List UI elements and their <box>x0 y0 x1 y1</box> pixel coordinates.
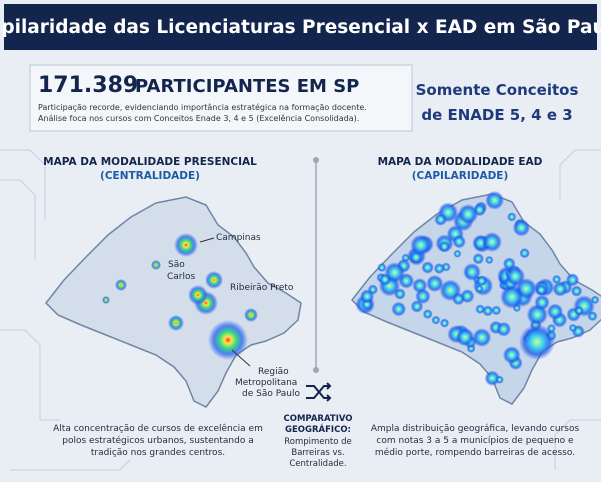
heat-spot <box>394 288 406 300</box>
heat-spot <box>102 296 110 304</box>
infographic: Capilaridade das Licenciaturas Presencia… <box>0 0 601 482</box>
heat-spot <box>569 324 577 332</box>
heat-spot <box>453 250 461 258</box>
comparison-text: Centralidade. <box>289 459 346 469</box>
heat-spot <box>151 260 161 270</box>
divider-dot <box>313 367 319 373</box>
heat-spot <box>566 273 579 286</box>
heat-spot <box>485 191 504 210</box>
map-caption: Ampla distribuição geográfica, levando c… <box>371 424 580 434</box>
heat-spot <box>574 306 583 315</box>
heat-spot <box>415 289 430 304</box>
heat-spot <box>519 248 529 258</box>
heat-spot <box>482 232 502 252</box>
comparison-text: Barreiras vs. <box>291 448 344 458</box>
heat-spot <box>426 275 443 292</box>
city-label: de São Paulo <box>242 389 300 399</box>
map-title: MAPA DA MODALIDADE PRESENCIAL <box>43 156 257 168</box>
heat-spot <box>452 235 465 248</box>
heat-spot <box>587 311 597 321</box>
heat-spot <box>553 281 568 296</box>
heat-spot <box>377 263 386 272</box>
filter-note: de ENADE 5, 4 e 3 <box>421 106 572 124</box>
heat-spot <box>500 285 524 309</box>
heat-spot <box>391 302 406 317</box>
heat-spot <box>410 234 431 255</box>
comparison-text: Rompimento de <box>284 437 352 447</box>
map-caption: polos estratégicos urbanos, sustentando … <box>62 435 253 446</box>
summary-number: 171.389 <box>38 73 138 98</box>
city-label: Campinas <box>216 233 261 243</box>
map-caption: tradição nos grandes centros. <box>91 448 225 458</box>
map-caption: Alta concentração de cursos de excelênci… <box>53 423 263 434</box>
city-label: Região <box>258 367 289 377</box>
summary-description: Participação recorde, evidenciando impor… <box>38 102 367 112</box>
heat-spot <box>513 219 530 236</box>
heat-spot <box>434 263 445 274</box>
city-label: São <box>168 260 185 270</box>
city-label: Ribeirão Preto <box>230 283 294 293</box>
map-subtitle: (CENTRALIDADE) <box>100 170 200 182</box>
heat-spot <box>591 296 599 304</box>
summary-headline: PARTICIPANTES EM SP <box>135 76 359 97</box>
heat-spot <box>505 266 525 286</box>
heat-spot <box>205 271 223 289</box>
heat-spot <box>571 285 582 296</box>
filter-note: Somente Conceitos <box>416 81 579 99</box>
heat-spot <box>439 241 450 252</box>
heat-spot <box>485 256 493 264</box>
heat-spot <box>496 322 511 337</box>
divider-dot <box>313 157 319 163</box>
header-title: Capilaridade das Licenciaturas Presencia… <box>0 17 601 38</box>
heat-spot <box>421 261 433 273</box>
city-label: Carlos <box>167 272 196 282</box>
heat-spot <box>507 212 516 221</box>
heat-spot <box>188 285 208 305</box>
heat-spot <box>434 213 447 226</box>
heat-spot <box>547 303 563 319</box>
map-title: MAPA DA MODALIDADE EAD <box>378 156 543 168</box>
heat-spot <box>452 293 465 306</box>
heat-spot <box>244 308 258 322</box>
heat-spot <box>482 305 493 316</box>
heat-spot <box>115 279 127 291</box>
city-label: Metropolitana <box>235 378 297 388</box>
heat-spot <box>423 309 433 319</box>
heat-spot <box>360 289 374 303</box>
heat-spot <box>519 324 555 360</box>
heat-spot <box>463 263 481 281</box>
heat-spot <box>458 204 478 224</box>
heat-spot <box>536 284 548 296</box>
heat-spot <box>496 376 504 384</box>
heat-spot <box>431 316 440 325</box>
heat-spot <box>503 346 521 364</box>
comparison-title: COMPARATIVO <box>283 414 352 424</box>
summary-description: Análise foca nos cursos com Conceitos En… <box>38 113 359 123</box>
heat-spot <box>473 253 484 264</box>
comparison-title: GEOGRÁFICO: <box>285 423 351 435</box>
heat-spot <box>208 320 248 360</box>
map-caption: médio porte, rompendo barreiras de acess… <box>375 447 575 458</box>
heat-spot <box>456 328 475 347</box>
map-caption: com notas 3 a 5 a municípios de pequeno … <box>376 436 574 446</box>
heat-spot <box>168 315 184 331</box>
heat-spot <box>534 295 549 310</box>
heat-spot <box>174 233 198 257</box>
heat-spot <box>379 273 391 285</box>
heat-spot <box>440 318 449 327</box>
map-subtitle: (CAPILARIDADE) <box>412 170 509 182</box>
